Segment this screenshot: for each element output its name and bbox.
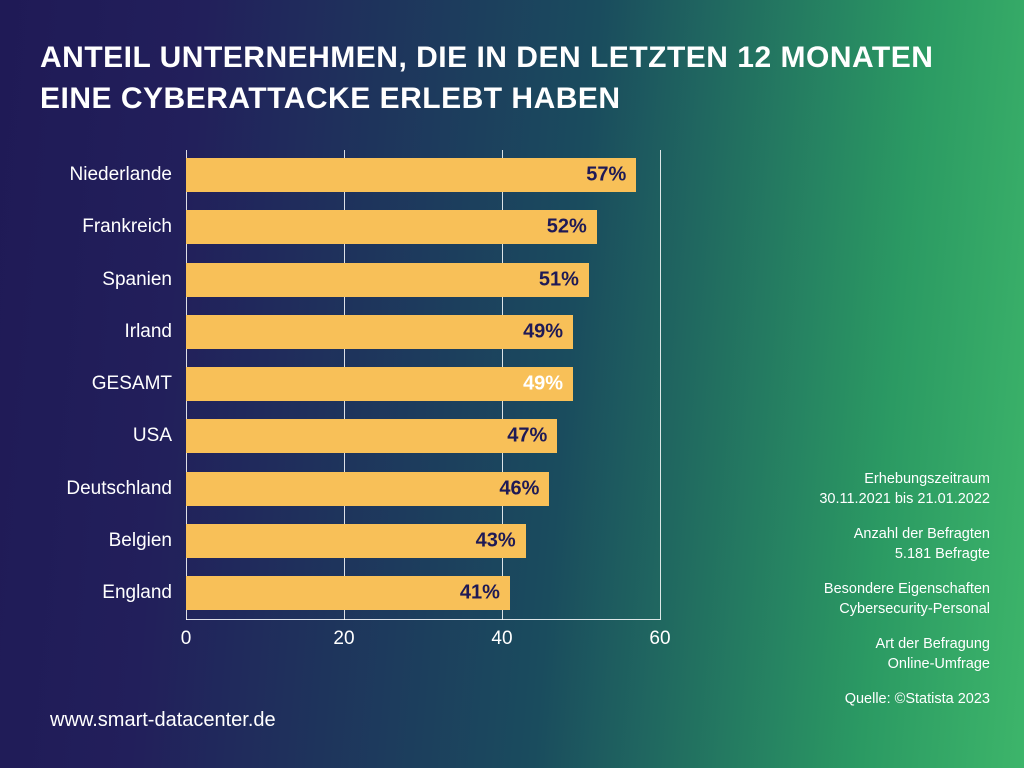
bar: 46%	[186, 472, 549, 506]
category-label: GESAMT	[92, 373, 186, 395]
meta-value: Online-Umfrage	[819, 655, 990, 675]
bar: 51%	[186, 263, 589, 297]
category-label: England	[102, 582, 186, 604]
category-label: Deutschland	[66, 478, 186, 500]
bar: 49%	[186, 315, 573, 349]
bar-row: Spanien51%	[186, 261, 660, 299]
bar-value: 49%	[523, 320, 563, 343]
bar-chart: Niederlande57%Frankreich52%Spanien51%Irl…	[58, 150, 690, 650]
bar: 49%	[186, 367, 573, 401]
meta-block: Besondere EigenschaftenCybersecurity-Per…	[819, 580, 990, 619]
meta-block: Anzahl der Befragten5.181 Befragte	[819, 525, 990, 564]
meta-label: Erhebungszeitraum	[819, 470, 990, 490]
category-label: Frankreich	[82, 216, 186, 238]
page-title: ANTEIL UNTERNEHMEN, DIE IN DEN LETZTEN 1…	[40, 38, 984, 119]
source-text: Quelle: ©Statista 2023	[819, 690, 990, 710]
meta-value: 5.181 Befragte	[819, 545, 990, 565]
bar-row: GESAMT49%	[186, 365, 660, 403]
bar-row: Frankreich52%	[186, 208, 660, 246]
gridline	[660, 150, 661, 620]
x-tick-label: 40	[491, 628, 512, 650]
bar-value: 47%	[507, 425, 547, 448]
bar-row: Niederlande57%	[186, 156, 660, 194]
x-tick-label: 0	[181, 628, 192, 650]
bar: 47%	[186, 419, 557, 453]
bar-value: 52%	[547, 216, 587, 239]
x-axis-labels: 0204060	[186, 628, 660, 652]
bar-value: 46%	[499, 477, 539, 500]
meta-value: Cybersecurity-Personal	[819, 600, 990, 620]
category-label: Spanien	[102, 269, 186, 291]
meta-label: Art der Befragung	[819, 635, 990, 655]
meta-block: Art der BefragungOnline-Umfrage	[819, 635, 990, 674]
bar: 57%	[186, 158, 636, 192]
category-label: Irland	[124, 321, 186, 343]
meta-value: 30.11.2021 bis 21.01.2022	[819, 490, 990, 510]
chart-plot-area: Niederlande57% Frankreich52% Spanien51% Irl…	[186, 150, 660, 620]
bar-row: Belgien43%	[186, 522, 660, 560]
meta-block: Erhebungszeitraum30.11.2021 bis 21.01.20…	[819, 470, 990, 509]
bar-value: 51%	[539, 268, 579, 291]
bar-value: 49%	[523, 373, 563, 396]
x-tick-label: 60	[649, 628, 670, 650]
category-label: USA	[133, 425, 186, 447]
bar-value: 43%	[476, 529, 516, 552]
bar-row: USA47%	[186, 417, 660, 455]
bar-row: England41%	[186, 574, 660, 612]
bar-row: Irland49%	[186, 313, 660, 351]
meta-label: Anzahl der Befragten	[819, 525, 990, 545]
meta-label: Besondere Eigenschaften	[819, 580, 990, 600]
website-url: www.smart-datacenter.de	[50, 709, 276, 732]
bar-value: 41%	[460, 582, 500, 605]
x-axis-line	[186, 619, 660, 620]
chart-metadata: Erhebungszeitraum30.11.2021 bis 21.01.20…	[819, 454, 990, 710]
bar-row: Deutschland46%	[186, 470, 660, 508]
category-label: Niederlande	[70, 164, 186, 186]
x-tick-label: 20	[333, 628, 354, 650]
bar-value: 57%	[586, 164, 626, 187]
bar: 41%	[186, 576, 510, 610]
bar: 43%	[186, 524, 526, 558]
category-label: Belgien	[109, 530, 186, 552]
bar: 52%	[186, 210, 597, 244]
